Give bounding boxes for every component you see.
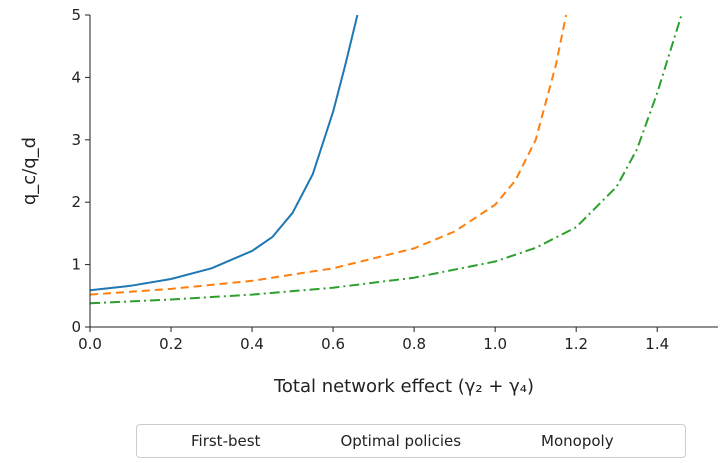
y-tick-label: 3 bbox=[71, 131, 81, 149]
y-axis-ticks: 0 1 2 3 4 5 bbox=[71, 6, 90, 336]
x-axis-ticks: 0.0 0.2 0.4 0.6 0.8 1.0 1.2 1.4 bbox=[78, 327, 669, 353]
x-tick-label: 1.0 bbox=[483, 335, 507, 353]
series-line-first-best bbox=[89, 14, 359, 292]
x-tick-label: 1.4 bbox=[645, 335, 669, 353]
series-line-monopoly bbox=[89, 14, 683, 305]
x-tick-label: 0.0 bbox=[78, 335, 102, 353]
series-layer bbox=[89, 14, 683, 305]
y-tick-label: 2 bbox=[71, 193, 81, 211]
legend-label: First-best bbox=[191, 432, 261, 450]
legend-label: Optimal policies bbox=[340, 432, 462, 450]
y-tick-label: 4 bbox=[71, 68, 81, 86]
legend-item: First-best bbox=[137, 425, 286, 457]
x-tick-label: 0.8 bbox=[402, 335, 426, 353]
x-tick-label: 1.2 bbox=[564, 335, 588, 353]
legend-swatch bbox=[296, 440, 330, 442]
plot-area: 0.0 0.2 0.4 0.6 0.8 1.0 1.2 1.4 0 1 2 3 4 5 bbox=[71, 6, 718, 353]
y-axis-title: q_c/q_d bbox=[19, 137, 40, 205]
legend: First-best Optimal policies Monopoly bbox=[136, 424, 686, 458]
y-tick-label: 5 bbox=[71, 6, 81, 24]
x-tick-label: 0.6 bbox=[321, 335, 345, 353]
y-tick-label: 0 bbox=[71, 318, 81, 336]
legend-label: Monopoly bbox=[541, 432, 614, 450]
x-tick-label: 0.4 bbox=[240, 335, 264, 353]
y-tick-label: 1 bbox=[71, 256, 81, 274]
series-line-optimal-policies bbox=[89, 14, 568, 296]
x-axis-title: Total network effect (γ₂ + γ₄) bbox=[273, 376, 534, 397]
legend-item: Monopoly bbox=[487, 425, 640, 457]
legend-item: Optimal policies bbox=[286, 425, 487, 457]
legend-swatch bbox=[497, 440, 531, 442]
x-tick-label: 0.2 bbox=[159, 335, 183, 353]
legend-swatch bbox=[147, 440, 181, 442]
